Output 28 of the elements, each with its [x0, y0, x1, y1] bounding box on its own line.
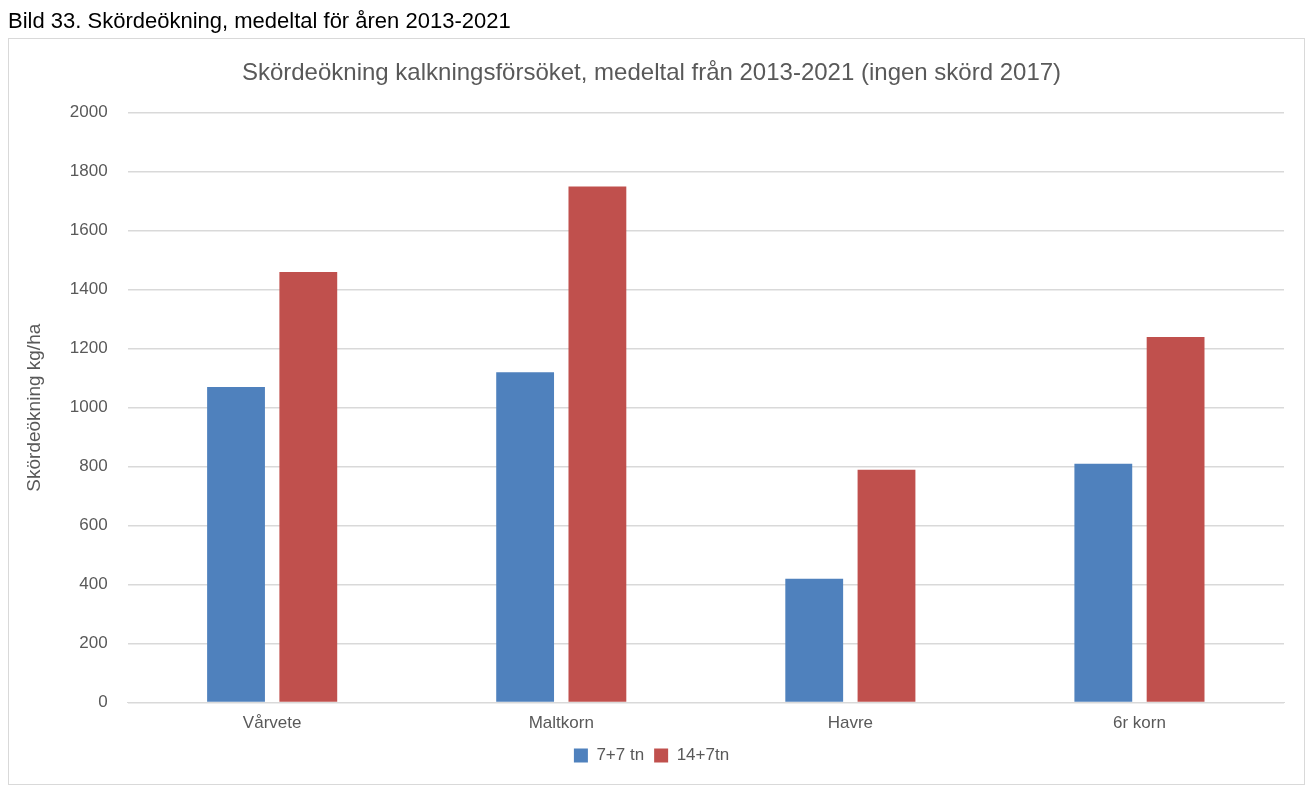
bar: [1074, 463, 1133, 702]
text: Bild 33. Skördeökning, medeltal för åren 2013-2021: [8, 8, 512, 34]
y-tick-label: 1600: [69, 220, 108, 240]
y-tick-label: 1800: [69, 161, 108, 181]
x-tick-label: Vårvete: [242, 713, 302, 733]
bar: [568, 186, 627, 702]
y-tick-label: 0: [98, 692, 108, 712]
y-tick-label: 800: [79, 456, 108, 476]
bar: [279, 272, 338, 702]
legend-label: 7+7 tn: [596, 745, 645, 765]
y-tick-label: 200: [79, 633, 108, 653]
bar: [207, 387, 265, 702]
bar: [496, 372, 555, 702]
y-tick-label: 2000: [69, 102, 108, 122]
y-tick-label: 1000: [69, 397, 108, 417]
bar: [1146, 336, 1205, 702]
bar: [857, 469, 916, 702]
chart-title: Skördeökning kalkningsförsöket, medeltal från 2013-2021 (ingen skörd 2017): [241, 58, 1062, 86]
y-tick-label: 400: [79, 574, 108, 594]
x-tick-label: 6r korn: [1112, 713, 1166, 733]
y-tick-label: 1200: [69, 338, 108, 358]
y-axis-title: Skördeökning kg/ha: [22, 323, 44, 492]
bar: [785, 578, 844, 702]
x-tick-label: Havre: [827, 713, 874, 733]
y-tick-label: 600: [79, 515, 108, 535]
x-tick-label: Maltkorn: [528, 713, 594, 733]
y-tick-label: 1400: [69, 279, 108, 299]
legend-label: 14+7tn: [676, 745, 730, 765]
